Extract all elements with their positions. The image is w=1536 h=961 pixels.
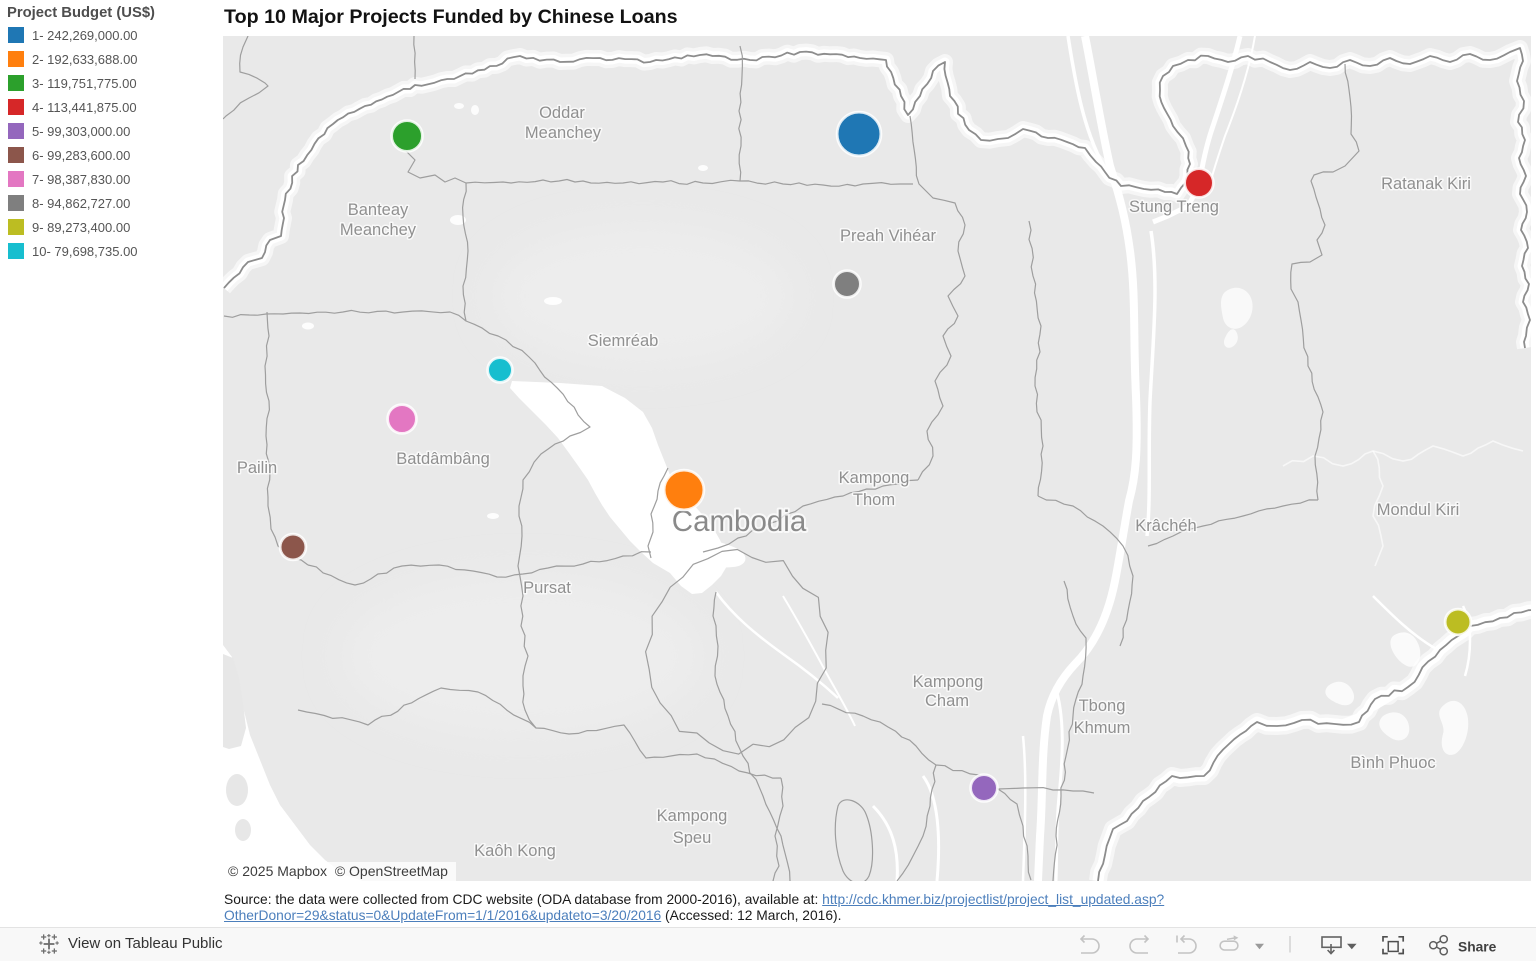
svg-text:Kampong: Kampong bbox=[839, 469, 910, 487]
svg-text:Cambodia: Cambodia bbox=[672, 505, 807, 538]
svg-text:Mondul Kiri: Mondul Kiri bbox=[1377, 501, 1460, 519]
svg-text:Cham: Cham bbox=[925, 692, 969, 710]
svg-text:Kampong: Kampong bbox=[657, 807, 728, 825]
svg-text:Khmum: Khmum bbox=[1074, 719, 1131, 737]
svg-text:Kaôh Kong: Kaôh Kong bbox=[474, 842, 556, 860]
svg-text:Thom: Thom bbox=[853, 491, 895, 509]
svg-text:Krâchéh: Krâchéh bbox=[1135, 517, 1196, 535]
svg-text:Share: Share bbox=[1458, 940, 1497, 955]
svg-text:Batdâmbâng: Batdâmbâng bbox=[396, 450, 490, 468]
svg-text:Kampong: Kampong bbox=[913, 673, 984, 691]
svg-text:Ratanak Kiri: Ratanak Kiri bbox=[1381, 175, 1471, 193]
svg-text:Speu: Speu bbox=[673, 829, 712, 847]
svg-text:Stung Treng: Stung Treng bbox=[1129, 198, 1219, 216]
svg-text:Preah Vihéar: Preah Vihéar bbox=[840, 227, 937, 245]
svg-text:Pursat: Pursat bbox=[523, 579, 571, 597]
svg-text:Oddar: Oddar bbox=[539, 104, 585, 122]
svg-text:Meanchey: Meanchey bbox=[340, 221, 417, 239]
svg-text:Meanchey: Meanchey bbox=[525, 124, 602, 142]
svg-text:Banteay: Banteay bbox=[348, 201, 409, 219]
svg-text:Pailin: Pailin bbox=[237, 459, 277, 477]
svg-text:Tbong: Tbong bbox=[1079, 697, 1126, 715]
svg-text:Bình Phuoc: Bình Phuoc bbox=[1350, 754, 1435, 772]
svg-text:Siemréab: Siemréab bbox=[588, 332, 659, 350]
